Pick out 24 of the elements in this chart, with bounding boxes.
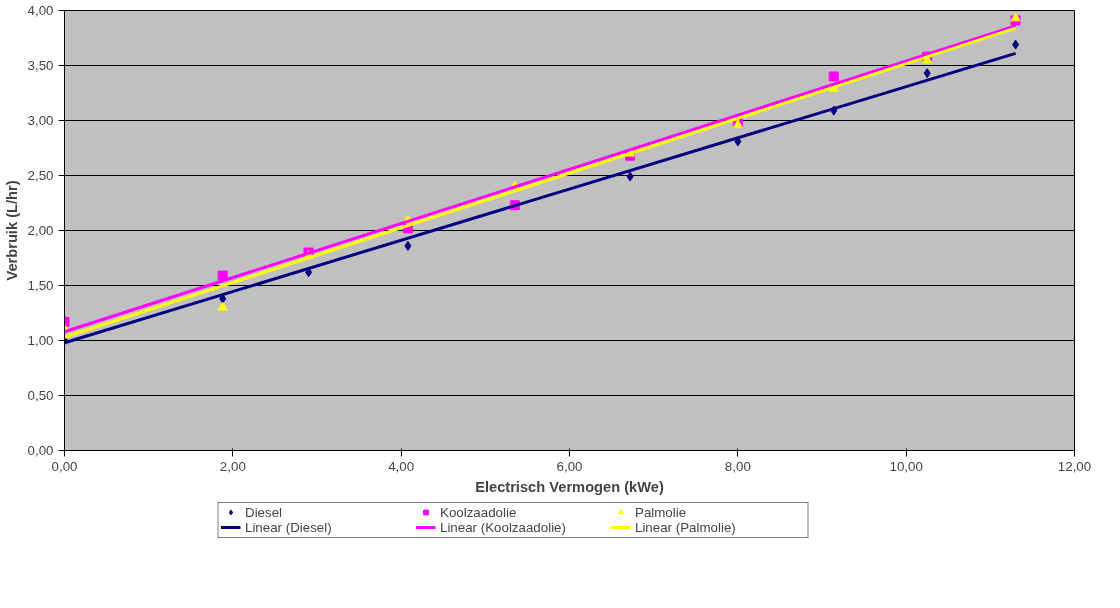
y-tick-label: 0,50: [27, 388, 54, 403]
legend-label: Diesel: [245, 504, 284, 520]
y-axis-title: Verbruik (L/hr): [3, 180, 20, 281]
x-axis-title: Electrisch Vermogen (kWe): [475, 478, 664, 495]
legend-label: Koolzaadolie: [440, 504, 518, 520]
legend-label: Linear (Palmolie): [635, 519, 737, 535]
x-tick-label: 2,00: [219, 458, 246, 474]
y-tick-label: 0,00: [27, 443, 54, 458]
y-tick-label: 2,50: [27, 168, 54, 183]
y-tick-label: 3,50: [27, 58, 54, 73]
x-tick-label: 6,00: [556, 458, 583, 474]
x-tick-label: 8,00: [724, 458, 751, 474]
x-tick-label: 10,00: [889, 458, 923, 474]
y-tick-label: 2,00: [27, 223, 54, 238]
x-tick-label: 0,00: [51, 458, 78, 474]
x-tick-label: 4,00: [388, 458, 415, 474]
y-tick-label: 3,00: [27, 113, 54, 128]
y-tick-label: 1,00: [27, 333, 54, 348]
legend-label: Linear (Diesel): [245, 519, 333, 535]
x-tick-label: 12,00: [1057, 458, 1092, 474]
legend-label: Palmolie: [635, 504, 688, 520]
y-tick-label: 4,00: [27, 3, 54, 18]
legend-label: Linear (Koolzaadolie): [440, 519, 567, 535]
y-tick-label: 1,50: [27, 278, 54, 293]
